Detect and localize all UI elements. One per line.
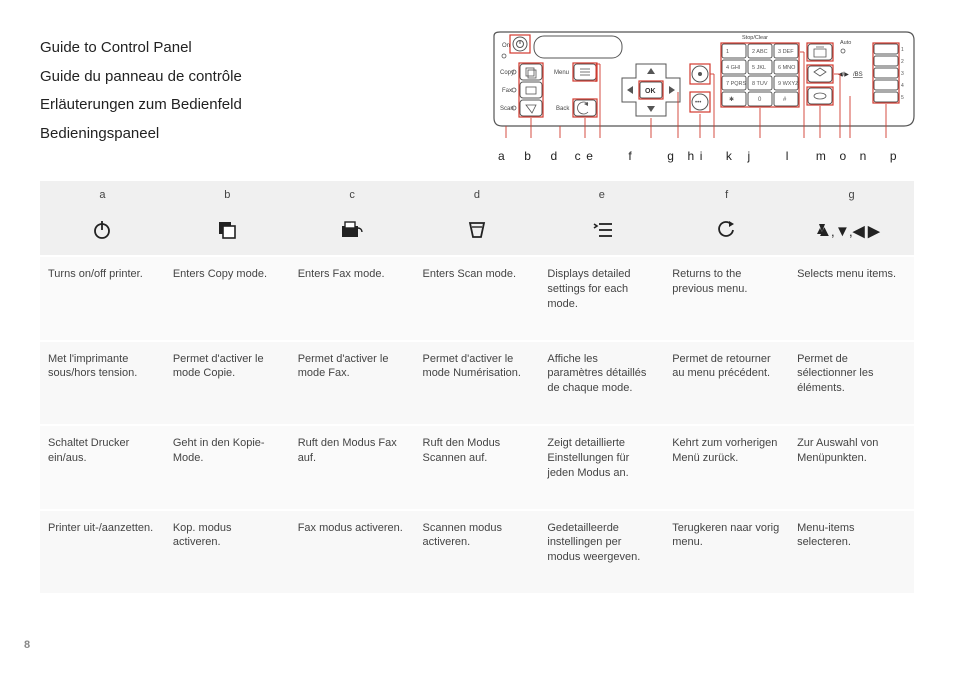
cell: Enters Copy mode.: [165, 256, 290, 341]
cell: Terugkeren naar vorig menu.: [664, 510, 789, 594]
col-e: e: [539, 181, 664, 209]
control-panel-diagram: On Copy Fax Scan: [488, 30, 918, 163]
cell: Kehrt zum vorherigen Menü zurück.: [664, 425, 789, 510]
svg-text:Fax: Fax: [502, 88, 512, 94]
svg-text:6 MNO: 6 MNO: [778, 65, 796, 71]
cell: Permet de retourner au menu précédent.: [664, 341, 789, 426]
power-icon: [40, 209, 165, 256]
col-d: d: [415, 181, 540, 209]
fax-icon: [290, 209, 415, 256]
cell: Zur Auswahl von Menüpunkten.: [789, 425, 914, 510]
menu-icon: [539, 209, 664, 256]
svg-text:Menu: Menu: [554, 70, 569, 76]
cell: Ruft den Modus Scannen auf.: [415, 425, 540, 510]
svg-text:1: 1: [901, 47, 904, 53]
title-de: Erläuterungen zum Bedienfeld: [40, 91, 242, 120]
svg-text:▲: ▲: [817, 223, 832, 240]
cell: Permet d'activer le mode Numérisation.: [415, 341, 540, 426]
row-nl: Printer uit-/aanzetten. Kop. modus activ…: [40, 510, 914, 594]
cell: Selects menu items.: [789, 256, 914, 341]
label-on: On: [502, 43, 510, 49]
svg-text:3: 3: [901, 71, 904, 77]
title-block: Guide to Control Panel Guide du panneau …: [40, 30, 242, 148]
col-f: f: [664, 181, 789, 209]
svg-text:✱: ✱: [729, 96, 734, 103]
scan-icon: [415, 209, 540, 256]
legend-row: a b d c e f g h i k j l m o n p: [488, 149, 918, 163]
svg-text:5: 5: [901, 95, 904, 101]
copy-icon: [165, 209, 290, 256]
cell: Returns to the previous menu.: [664, 256, 789, 341]
svg-text:Stop/Clear: Stop/Clear: [742, 35, 768, 41]
svg-text:Scan: Scan: [500, 106, 514, 112]
cell: Gedetailleerde instellingen per modus we…: [539, 510, 664, 594]
svg-text:◀: ◀: [852, 223, 865, 240]
svg-text:1: 1: [726, 49, 729, 55]
svg-text:2: 2: [901, 59, 904, 65]
cell: Permet de sélectionner les éléments.: [789, 341, 914, 426]
cell: Affiche les paramètres détaillés de chaq…: [539, 341, 664, 426]
col-g: g: [789, 181, 914, 209]
cell: Turns on/off printer.: [40, 256, 165, 341]
arrows-icon: ▲ , ▼ , ◀ ▶: [789, 209, 914, 256]
back-icon: [664, 209, 789, 256]
cell: Enters Fax mode.: [290, 256, 415, 341]
cell: Printer uit-/aanzetten.: [40, 510, 165, 594]
cell: Menu-items selecteren.: [789, 510, 914, 594]
svg-text:2 ABC: 2 ABC: [752, 49, 768, 55]
cell: Ruft den Modus Fax auf.: [290, 425, 415, 510]
cell: Permet d'activer le mode Fax.: [290, 341, 415, 426]
cell: Enters Scan mode.: [415, 256, 540, 341]
cell: Kop. modus activeren.: [165, 510, 290, 594]
col-a: a: [40, 181, 165, 209]
icon-row: ▲ , ▼ , ◀ ▶: [40, 209, 914, 256]
cell: Schaltet Drucker ein/aus.: [40, 425, 165, 510]
top-row: Guide to Control Panel Guide du panneau …: [40, 30, 914, 163]
svg-text:/BS: /BS: [853, 72, 863, 78]
title-nl: Bedieningspaneel: [40, 120, 242, 149]
title-fr: Guide du panneau de contrôle: [40, 63, 242, 92]
header-row: a b c d e f g: [40, 181, 914, 209]
cell: Displays detailed settings for each mode…: [539, 256, 664, 341]
cell: Fax modus activeren.: [290, 510, 415, 594]
cell: Zeigt detaillierte Einstellungen für jed…: [539, 425, 664, 510]
title-en: Guide to Control Panel: [40, 34, 242, 63]
row-fr: Met l'imprimante sous/hors tension. Perm…: [40, 341, 914, 426]
col-c: c: [290, 181, 415, 209]
cell: Scannen modus activeren.: [415, 510, 540, 594]
cell: Geht in den Kopie-Mode.: [165, 425, 290, 510]
svg-text:5 JKL: 5 JKL: [752, 65, 766, 71]
page-root: Guide to Control Panel Guide du panneau …: [0, 0, 954, 593]
page-number: 8: [24, 639, 30, 651]
svg-text:9 WXYZ: 9 WXYZ: [778, 81, 799, 87]
svg-text:8 TUV: 8 TUV: [752, 81, 768, 87]
row-en: Turns on/off printer. Enters Copy mode. …: [40, 256, 914, 341]
col-b: b: [165, 181, 290, 209]
svg-text:Back: Back: [556, 106, 570, 112]
svg-text:•••: •••: [695, 100, 701, 106]
svg-text:4: 4: [901, 83, 904, 89]
svg-text:▶: ▶: [867, 223, 881, 240]
cell: Met l'imprimante sous/hors tension.: [40, 341, 165, 426]
row-de: Schaltet Drucker ein/aus. Geht in den Ko…: [40, 425, 914, 510]
svg-text:▼: ▼: [835, 223, 850, 240]
svg-text:3 DEF: 3 DEF: [778, 49, 794, 55]
panel-svg: On Copy Fax Scan: [488, 30, 918, 140]
svg-text:4 GHI: 4 GHI: [726, 65, 741, 71]
cell: Permet d'activer le mode Copie.: [165, 341, 290, 426]
svg-text:Auto: Auto: [840, 40, 851, 46]
control-table: a b c d e f g: [40, 181, 914, 593]
svg-text:7 PQRS: 7 PQRS: [726, 81, 747, 87]
svg-text:OK: OK: [645, 88, 656, 95]
